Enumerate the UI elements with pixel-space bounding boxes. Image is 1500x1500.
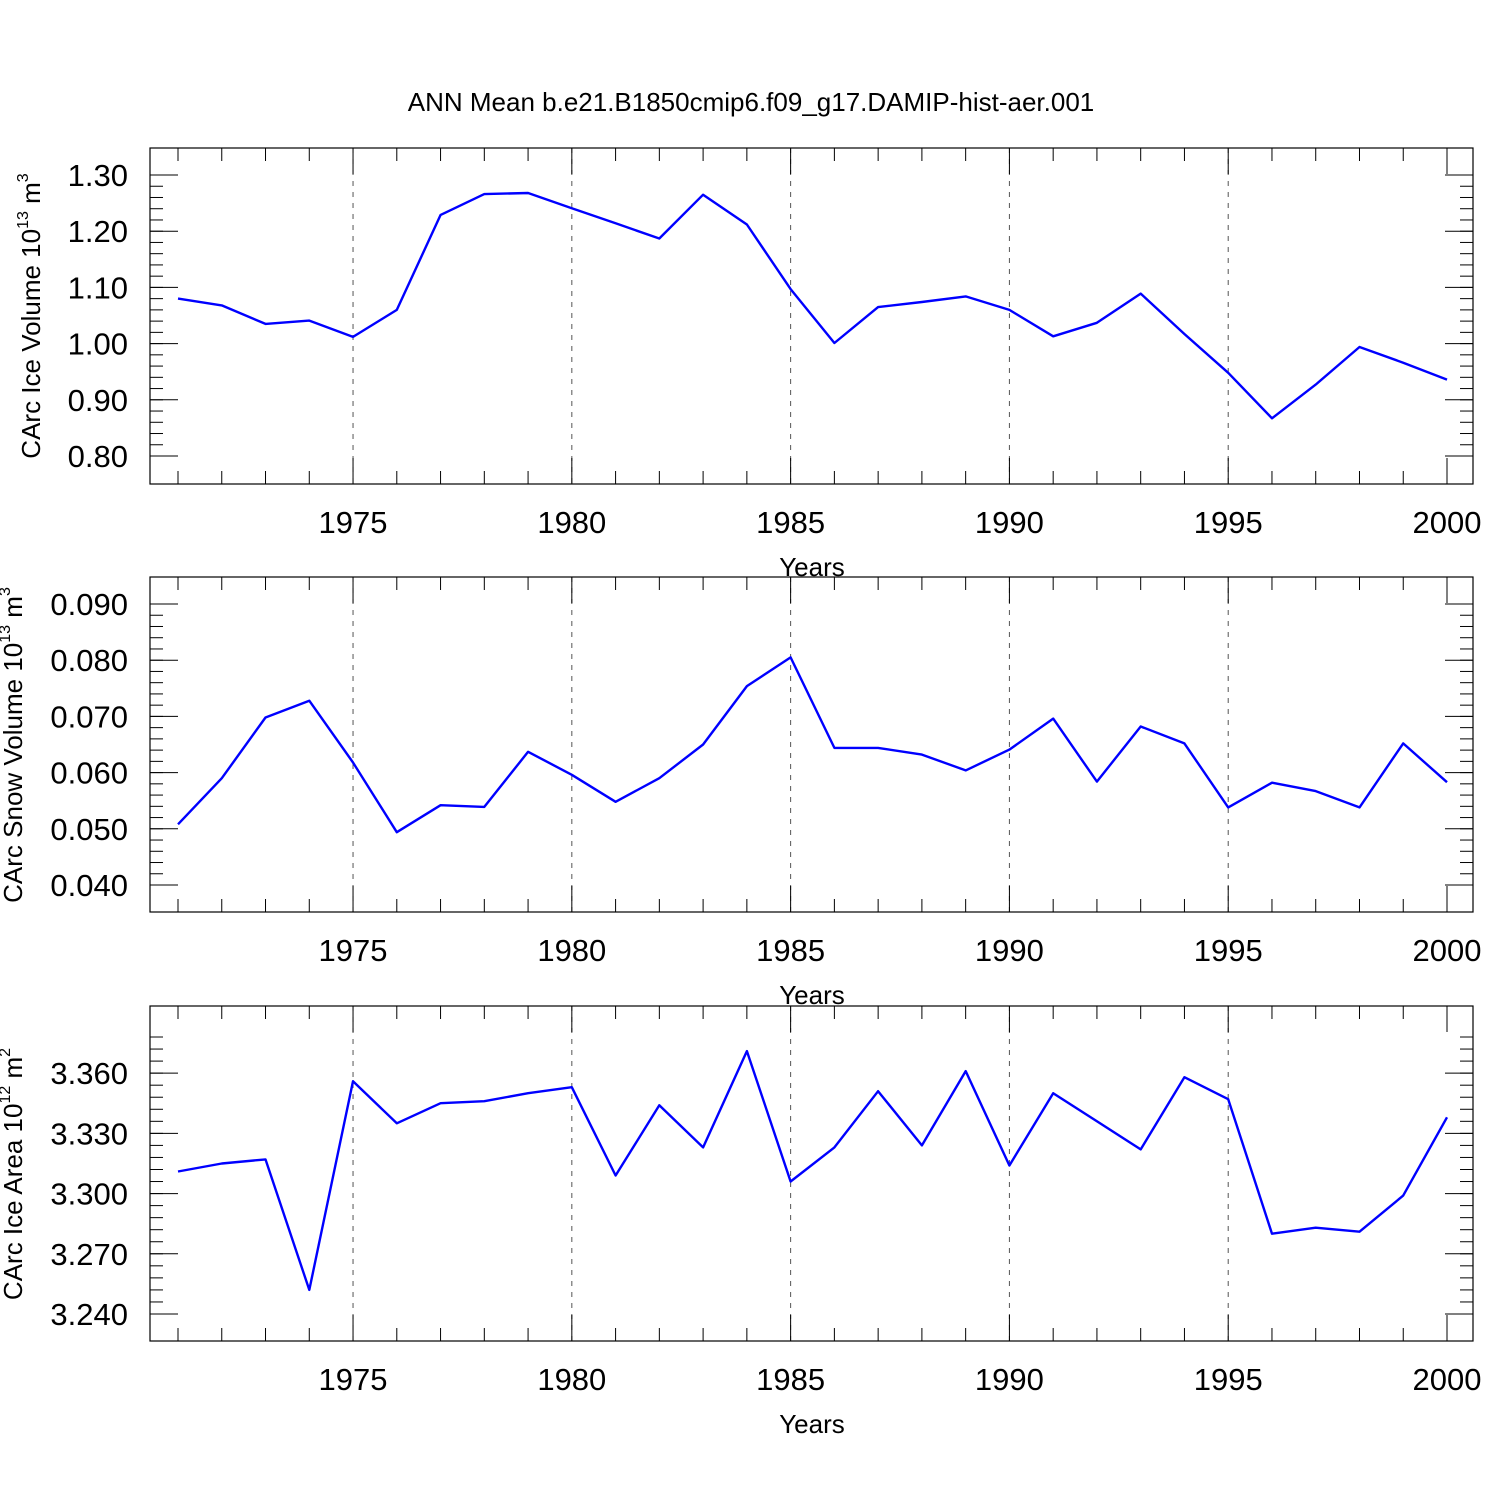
y-tick-label: 0.080: [50, 643, 128, 678]
y-tick-label: 1.30: [68, 158, 128, 193]
panel-2: 0.040 0.050 0.060 0.070 0.080 0.090 1975 1980 19…: [0, 576, 1482, 1010]
y-tick-label: 3.240: [50, 1297, 128, 1332]
x-tick-label: 1995: [1194, 505, 1263, 540]
panel-3: 3.240 3.270 3.300 3.330 3.360 1975 1980 1985 199…: [0, 1005, 1482, 1439]
y-tick-label: 0.80: [68, 439, 128, 474]
y-tick-label: 1.10: [68, 270, 128, 305]
x-tick-label: 1985: [756, 933, 825, 968]
x-tick-label: 1975: [319, 1362, 388, 1397]
plot-frame: [149, 576, 1474, 913]
y-tick-label: 0.090: [50, 587, 128, 622]
x-tick-label: 1995: [1194, 1362, 1263, 1397]
series-line: [177, 1049, 1449, 1292]
x-tick-label: 1980: [537, 1362, 606, 1397]
y-axis-title: CArc Ice Volume 1013 m3: [15, 173, 46, 458]
y-tick-label: 3.270: [50, 1237, 128, 1272]
x-tick-label: 1990: [975, 505, 1044, 540]
series-line: [177, 191, 1448, 420]
x-tick-label: 1990: [975, 1362, 1044, 1397]
x-tick-label: 1975: [319, 933, 388, 968]
y-tick-label: 1.00: [68, 327, 128, 362]
x-tick-label: 1985: [756, 505, 825, 540]
y-tick-label: 3.360: [50, 1056, 128, 1091]
y-tick-label: 0.040: [50, 868, 128, 903]
series-line: [177, 656, 1448, 834]
y-tick-label: 0.90: [68, 383, 128, 418]
chart-panels: 0.80 0.90 1.00 1.10 1.20 1.30 1975 1980 1985 1990…: [0, 147, 1482, 1439]
plot-frame: [149, 1005, 1474, 1342]
x-axis-title: Years: [779, 980, 845, 1010]
x-tick-label: 1975: [319, 505, 388, 540]
x-tick-label: 2000: [1413, 933, 1482, 968]
y-tick-label: 0.070: [50, 699, 128, 734]
y-axis-title: CArc Ice Area 1012 m2: [0, 1048, 28, 1300]
x-tick-label: 2000: [1413, 1362, 1482, 1397]
x-tick-label: 1985: [756, 1362, 825, 1397]
y-tick-label: 3.300: [50, 1177, 128, 1212]
x-tick-label: 2000: [1413, 505, 1482, 540]
y-tick-label: 0.060: [50, 756, 128, 791]
x-tick-label: 1990: [975, 933, 1044, 968]
x-tick-label: 1995: [1194, 933, 1263, 968]
y-tick-label: 3.330: [50, 1116, 128, 1151]
y-tick-label: 1.20: [68, 214, 128, 249]
plot-frame: [149, 147, 1474, 485]
x-tick-label: 1980: [537, 505, 606, 540]
y-axis-title: CArc Snow Volume 1013 m3: [0, 587, 28, 903]
chart-title: ANN Mean b.e21.B1850cmip6.f09_g17.DAMIP-…: [408, 87, 1095, 117]
panel-1: 0.80 0.90 1.00 1.10 1.20 1.30 1975 1980 1985 1990…: [15, 147, 1482, 582]
x-tick-label: 1980: [537, 933, 606, 968]
y-tick-label: 0.050: [50, 812, 128, 847]
x-axis-title: Years: [779, 1409, 845, 1439]
